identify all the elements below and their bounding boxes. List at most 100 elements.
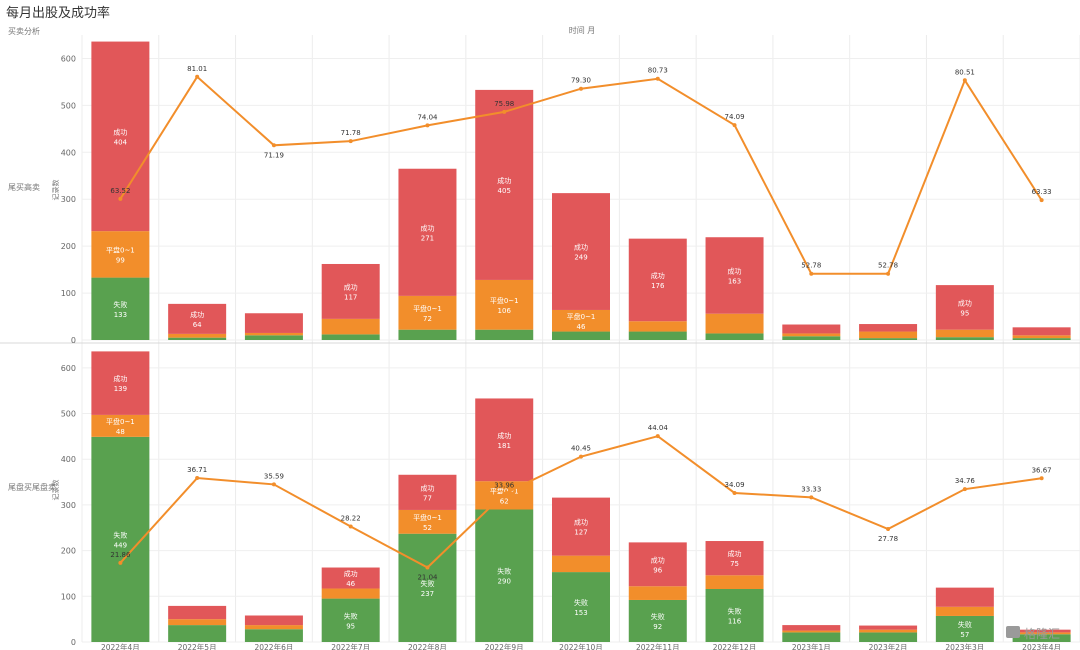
success-rate-label: 71.19 (264, 151, 284, 159)
bar-segment (475, 279, 534, 330)
x-tick-label: 2022年9月 (485, 642, 524, 650)
success-rate-point (962, 78, 967, 83)
x-tick-label: 2022年12月 (713, 642, 757, 650)
bar-segment (552, 309, 610, 332)
bar-segment (859, 331, 918, 339)
success-rate-point (886, 527, 891, 532)
segment-value-label: 404 (114, 138, 128, 146)
success-rate-label: 40.45 (571, 445, 591, 453)
success-rate-point (425, 123, 430, 128)
segment-value-label: 52 (423, 524, 432, 532)
y-tick-label: 600 (61, 54, 76, 63)
segment-value-label: 46 (346, 580, 355, 588)
segment-value-label: 449 (114, 541, 127, 549)
segment-value-label: 46 (577, 323, 586, 331)
segment-value-label: 405 (498, 187, 511, 195)
segment-value-label: 237 (421, 590, 434, 598)
segment-value-label: 116 (728, 617, 742, 625)
bar-segment (244, 625, 303, 630)
segment-category-label: 成功 (113, 127, 127, 136)
segment-category-label: 成功 (574, 243, 588, 252)
bar-segment (859, 324, 918, 332)
success-rate-label: 52.78 (878, 262, 898, 270)
bar-segment (321, 334, 380, 340)
chart-title: 每月出股及成功率 (6, 6, 111, 21)
watermark-logo-icon (1006, 626, 1020, 638)
segment-category-label: 成功 (420, 483, 434, 492)
bar-segment (628, 599, 687, 642)
segment-category-label: 失败 (958, 620, 972, 629)
success-rate-label: 21.04 (417, 574, 438, 582)
segment-category-label: 失败 (497, 567, 511, 576)
segment-category-label: 平盘0~1 (490, 296, 519, 305)
bar-segment (244, 313, 303, 333)
bar-segment (859, 625, 918, 630)
segment-value-label: 153 (574, 609, 587, 617)
success-rate-point (348, 524, 353, 529)
segment-category-label: 成功 (958, 298, 972, 307)
bar-segment (1012, 327, 1071, 336)
bar-segment (475, 398, 534, 482)
bar-segment (859, 632, 918, 642)
bar-segment (628, 542, 687, 587)
bar-segment (168, 337, 227, 340)
segment-value-label: 181 (498, 442, 511, 450)
x-tick-label: 2023年2月 (869, 642, 908, 650)
segment-category-label: 失败 (113, 300, 127, 309)
y-tick-label: 0 (71, 638, 76, 647)
bar-segment (168, 303, 227, 334)
success-rate-point (809, 495, 814, 500)
segment-category-label: 成功 (497, 431, 511, 440)
segment-category-label: 失败 (574, 598, 588, 607)
bar-segment (91, 436, 150, 642)
bar-segment (475, 509, 534, 642)
success-rate-label: 79.30 (571, 77, 591, 85)
segment-value-label: 290 (498, 578, 511, 586)
success-rate-point (271, 143, 276, 148)
success-rate-label: 27.78 (878, 535, 898, 543)
success-rate-label: 75.98 (494, 100, 514, 108)
bar-segment (321, 598, 380, 642)
bar-segment (782, 333, 841, 337)
success-rate-label: 28.22 (341, 515, 361, 523)
bar-segment (1012, 632, 1071, 635)
success-rate-point (809, 271, 814, 276)
bar-segment (705, 237, 764, 314)
bar-segment (782, 625, 841, 631)
bar-segment (1012, 335, 1071, 339)
bar-segment (321, 318, 380, 335)
bar-segment (398, 295, 457, 330)
segment-category-label: 成功 (574, 518, 588, 527)
bar-segment (398, 533, 457, 642)
segment-category-label: 失败 (651, 612, 665, 621)
segment-value-label: 64 (193, 321, 202, 329)
x-tick-label: 2023年4月 (1022, 642, 1061, 650)
bar-segment (935, 337, 994, 340)
segment-value-label: 77 (423, 494, 432, 502)
bar-segment (244, 615, 303, 626)
bar-segment (552, 572, 610, 642)
segment-category-label: 成功 (344, 282, 358, 291)
bar-segment (552, 331, 610, 340)
success-rate-label: 33.33 (801, 485, 821, 493)
success-rate-point (655, 434, 660, 439)
y-axis-title: 记录数 (51, 180, 60, 201)
y-tick-label: 300 (61, 195, 76, 204)
segment-category-label: 失败 (728, 606, 742, 615)
bar-segment (628, 321, 687, 332)
success-rate-point (1039, 198, 1044, 203)
segment-value-label: 72 (423, 315, 432, 323)
segment-category-label: 平盘0~1 (106, 245, 135, 254)
bar-segment (91, 231, 150, 278)
x-tick-label: 2022年10月 (559, 642, 603, 650)
segment-value-label: 95 (960, 309, 969, 317)
bar-segment (91, 277, 150, 340)
y-tick-label: 500 (61, 410, 76, 419)
success-rate-label: 80.73 (648, 67, 668, 75)
bar-segment (475, 329, 534, 340)
segment-category-label: 平盘0~1 (490, 486, 519, 495)
bar-segment (782, 632, 841, 642)
bar-segment (628, 586, 687, 600)
x-tick-label: 2023年3月 (945, 642, 984, 650)
success-rate-label: 74.09 (725, 113, 745, 121)
